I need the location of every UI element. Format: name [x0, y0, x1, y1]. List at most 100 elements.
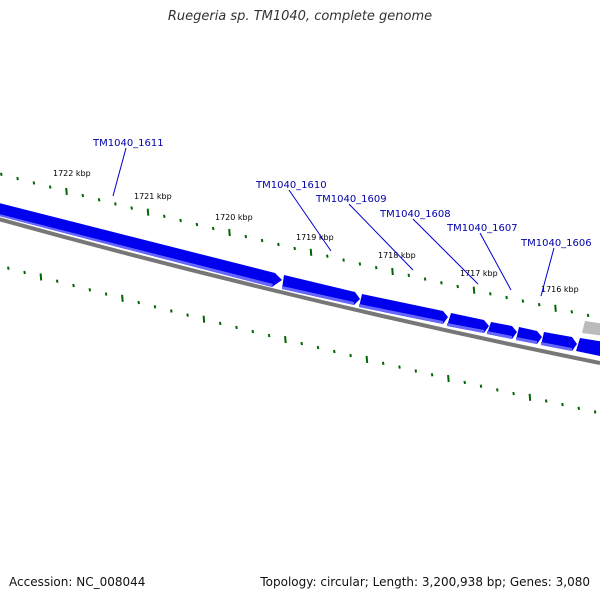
outer-tick-minor — [423, 277, 427, 281]
gene-label-1611[interactable]: TM1040_1611 — [92, 138, 164, 149]
inner-tick-minor — [55, 279, 59, 283]
outer-tick-minor — [326, 254, 329, 258]
gene-arrow-1608[interactable] — [447, 313, 489, 333]
inner-tick-minor — [463, 380, 466, 385]
inner-tick-major — [365, 355, 369, 363]
inner-tick-row — [7, 266, 597, 414]
outer-tick-major — [309, 248, 313, 256]
inner-tick-minor — [137, 300, 140, 305]
leader-line-1609 — [348, 203, 414, 271]
inner-tick-minor — [414, 369, 418, 373]
gene-arrow-1606-shade — [516, 337, 537, 344]
inner-tick-major — [447, 375, 450, 383]
outer-tick-minor — [32, 181, 36, 185]
outer-tick-minor — [97, 198, 101, 202]
inner-tick-major — [528, 393, 532, 401]
outer-tick-row — [0, 172, 590, 318]
inner-tick-minor — [267, 333, 271, 338]
inner-tick-minor — [153, 305, 157, 309]
outer-tick-minor — [521, 299, 525, 303]
kbp-label-1719: 1719 kbp — [296, 233, 334, 242]
gene-label-1608[interactable]: TM1040_1608 — [379, 209, 451, 220]
outer-tick-major — [472, 286, 476, 294]
inner-tick-minor — [7, 266, 10, 270]
leader-line-1608 — [412, 218, 479, 285]
gene-label-1606[interactable]: TM1040_1606 — [520, 238, 592, 249]
outer-tick-minor — [81, 193, 85, 198]
outer-tick-major — [391, 267, 394, 276]
kbp-label-1716: 1716 kbp — [541, 285, 579, 294]
accession-text: Accession: NC_008044 — [9, 575, 146, 589]
gene-arrow-1611-shade — [0, 214, 273, 287]
inner-tick-minor — [512, 391, 515, 396]
gene-arrow-next-shade — [541, 342, 572, 351]
inner-tick-major — [202, 315, 206, 323]
inner-tick-minor — [235, 325, 238, 330]
outer-tick-minor — [505, 295, 508, 300]
kbp-label-1721: 1721 kbp — [134, 192, 172, 201]
outer-tick-minor — [163, 214, 166, 218]
leader-line-1611 — [112, 147, 127, 197]
inner-tick-minor — [561, 402, 564, 407]
inner-tick-major — [39, 273, 43, 281]
inner-tick-minor — [430, 373, 434, 377]
inner-tick-minor — [496, 388, 499, 392]
outer-tick-minor — [195, 222, 199, 227]
outer-tick-minor — [342, 258, 345, 262]
leader-line-1607 — [479, 232, 512, 291]
outer-tick-minor — [114, 202, 117, 206]
inner-tick-minor — [316, 345, 320, 350]
outer-tick-minor — [586, 313, 590, 318]
outer-tick-minor — [0, 172, 3, 176]
genome-summary-text: Topology: circular; Length: 3,200,938 bp… — [260, 575, 590, 589]
inner-tick-minor — [104, 292, 108, 296]
inner-tick-minor — [170, 309, 173, 313]
outer-tick-minor — [260, 238, 264, 243]
gene-arrow-1610-shade — [282, 286, 354, 305]
inner-tick-minor — [544, 399, 548, 403]
leader-line-1606 — [540, 247, 555, 297]
outer-tick-minor — [537, 303, 541, 307]
gene-label-1610[interactable]: TM1040_1610 — [255, 180, 327, 191]
kbp-label-1720: 1720 kbp — [215, 213, 253, 222]
inner-tick-major — [121, 294, 124, 302]
outer-tick-minor — [16, 176, 19, 181]
outer-tick-minor — [48, 185, 52, 189]
inner-tick-minor — [381, 361, 385, 365]
inner-tick-minor — [218, 321, 222, 326]
inner-tick-minor — [251, 329, 255, 334]
outer-tick-minor — [407, 273, 411, 277]
outer-tick-major — [65, 187, 68, 195]
leader-line-1610 — [288, 189, 332, 252]
gene-arrow-1610[interactable] — [282, 275, 360, 305]
outer-tick-minor — [130, 206, 133, 210]
gene-arrow-1608-shade — [447, 323, 484, 333]
outer-tick-major — [228, 228, 231, 237]
outer-tick-minor — [570, 310, 574, 314]
inner-tick-minor — [398, 365, 401, 369]
outer-tick-minor — [440, 281, 443, 285]
inner-tick-minor — [333, 349, 336, 354]
page-title: Ruegeria sp. TM1040, complete genome — [167, 9, 433, 24]
grey-gene-arrow[interactable] — [582, 321, 600, 336]
inner-tick-minor — [72, 283, 75, 288]
gene-label-1607[interactable]: TM1040_1607 — [446, 223, 518, 234]
outer-tick-minor — [277, 242, 280, 247]
kbp-label-1722: 1722 kbp — [53, 169, 91, 178]
inner-tick-minor — [186, 313, 189, 317]
outer-tick-major — [554, 304, 557, 312]
gene-arrow-edge[interactable] — [576, 338, 600, 357]
outer-tick-minor — [374, 266, 378, 270]
outer-tick-minor — [293, 246, 296, 251]
inner-tick-minor — [577, 406, 581, 410]
inner-tick-minor — [88, 288, 92, 292]
kbp-label-1717: 1717 kbp — [460, 269, 498, 278]
gene-arrow-1607-shade — [487, 331, 512, 339]
gene-arrow-1611[interactable] — [0, 202, 282, 287]
gene-label-1609[interactable]: TM1040_1609 — [315, 194, 387, 205]
inner-tick-minor — [23, 270, 26, 275]
inner-tick-minor — [349, 353, 352, 358]
gene-arrow-1609[interactable] — [359, 294, 448, 324]
outer-tick-minor — [179, 218, 182, 223]
